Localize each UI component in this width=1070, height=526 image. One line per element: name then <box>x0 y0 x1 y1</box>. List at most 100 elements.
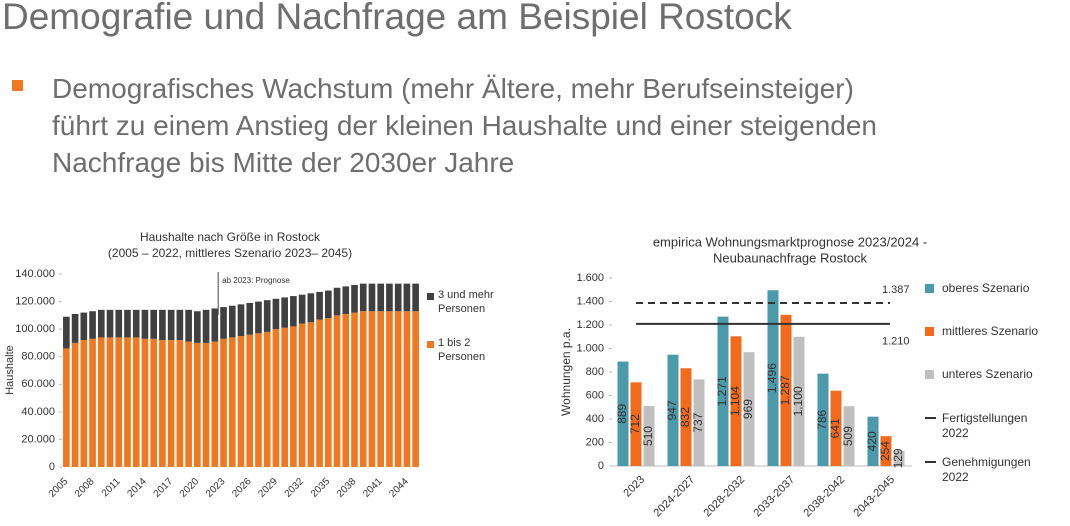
bar-segment <box>71 342 79 467</box>
bar-segment <box>368 311 376 467</box>
bar-segment <box>316 319 323 467</box>
x-tick-label: 2043-2045 <box>851 474 897 520</box>
bar-segment <box>211 308 219 342</box>
legend-label: oberes Szenario <box>942 281 1030 295</box>
bar-segment <box>63 316 70 349</box>
annotation: ab 2023: Prognose <box>222 276 290 285</box>
reference-label: 1.387 <box>882 284 910 296</box>
bar-segment <box>115 337 123 467</box>
value-label: 712 <box>628 414 642 434</box>
bar-segment <box>89 311 96 339</box>
y-tick-label: 40.000 <box>21 406 55 418</box>
bar <box>667 354 679 466</box>
value-label: 1.100 <box>791 386 805 416</box>
bar <box>617 361 629 466</box>
bar-segment <box>377 311 385 467</box>
value-label: 1.287 <box>778 375 792 405</box>
x-tick-label: 2028-2032 <box>701 474 747 520</box>
x-tick-label: 2041 <box>361 476 385 500</box>
bar-segment <box>176 340 184 467</box>
x-tick-label: 2038-2042 <box>801 474 847 520</box>
bar-segment <box>263 331 271 467</box>
bar-segment <box>359 283 367 312</box>
bar-segment <box>194 311 201 343</box>
value-label: 786 <box>815 409 829 429</box>
value-label: 969 <box>741 399 755 419</box>
bar <box>817 373 829 466</box>
bar-segment <box>351 312 358 467</box>
y-tick-label: 600 <box>586 389 604 401</box>
x-tick-label: 2005 <box>47 476 71 500</box>
y-axis-title: Wohnungen p.a. <box>559 328 573 416</box>
bar <box>730 336 742 466</box>
bar <box>867 416 879 466</box>
bar-segment <box>220 338 227 467</box>
bar-segment <box>80 312 88 341</box>
bar-segment <box>246 334 254 467</box>
bar <box>693 379 705 466</box>
bar-segment <box>80 340 88 467</box>
y-tick-label: 140.000 <box>15 268 55 280</box>
value-label: 947 <box>665 400 679 420</box>
bar-segment <box>290 326 297 467</box>
bullet-line: Nachfrage bis Mitte der 2030er Jahre <box>52 147 515 178</box>
bar-segment <box>263 300 271 332</box>
bar <box>780 314 792 466</box>
legend-label: Genehmigungen 2022 <box>942 455 1031 484</box>
bar-segment <box>333 315 341 467</box>
bar-segment <box>237 304 245 337</box>
bar-segment <box>71 313 79 343</box>
chart-title: empirica Wohnungsmarktprognose 2023/2024… <box>653 234 927 249</box>
x-tick-label: 2008 <box>73 476 97 500</box>
bar-segment <box>386 283 393 312</box>
bar-segment <box>132 337 140 467</box>
bar-segment <box>141 309 149 339</box>
bar-segment <box>333 287 341 316</box>
bar <box>767 290 779 466</box>
value-label: 641 <box>828 418 842 438</box>
bar <box>743 352 755 466</box>
bar-segment <box>403 311 411 467</box>
bar-segment <box>185 341 192 467</box>
bar <box>680 368 692 466</box>
bar-segment <box>412 311 419 467</box>
bar-segment <box>106 337 114 467</box>
chart-subtitle: Neubaunachfrage Rostock <box>713 250 867 265</box>
x-tick-label: 2033-2037 <box>751 474 797 520</box>
bar-segment <box>194 342 201 467</box>
y-tick-label: 200 <box>586 436 604 448</box>
bullet-text: Demografisches Wachstum (mehr Ältere, me… <box>52 70 877 181</box>
y-tick-label: 800 <box>586 366 604 378</box>
bar-segment <box>63 348 70 467</box>
legend-swatch <box>427 293 434 300</box>
y-tick-label: 0 <box>49 461 55 473</box>
bar-segment <box>246 302 254 335</box>
bar <box>893 450 905 466</box>
x-tick-label: 2023 <box>204 476 228 500</box>
legend-label: Fertigstellungen 2022 <box>942 411 1028 440</box>
bar-segment <box>89 338 96 467</box>
y-tick-label: 0 <box>598 460 604 472</box>
legend-line <box>925 417 936 419</box>
bar-segment <box>124 337 131 467</box>
y-tick-label: 80.000 <box>21 351 55 363</box>
bar-segment <box>324 290 332 319</box>
legend-swatch <box>427 341 434 348</box>
legend-swatch <box>925 327 934 336</box>
bar-segment <box>359 311 367 467</box>
y-tick-label: 1.600 <box>576 272 604 284</box>
bar-segment <box>124 309 131 338</box>
legend-swatch <box>925 284 934 293</box>
value-label: 1.271 <box>715 376 729 406</box>
bar-segment <box>132 309 140 338</box>
value-label: 1.104 <box>728 386 742 416</box>
bar-segment <box>298 294 306 324</box>
bar-segment <box>237 336 245 467</box>
bar <box>630 382 642 466</box>
bar-segment <box>281 297 288 328</box>
y-tick-label: 400 <box>586 413 604 425</box>
bar-segment <box>394 311 402 467</box>
bar-segment <box>307 293 315 323</box>
bar-segment <box>115 309 123 338</box>
